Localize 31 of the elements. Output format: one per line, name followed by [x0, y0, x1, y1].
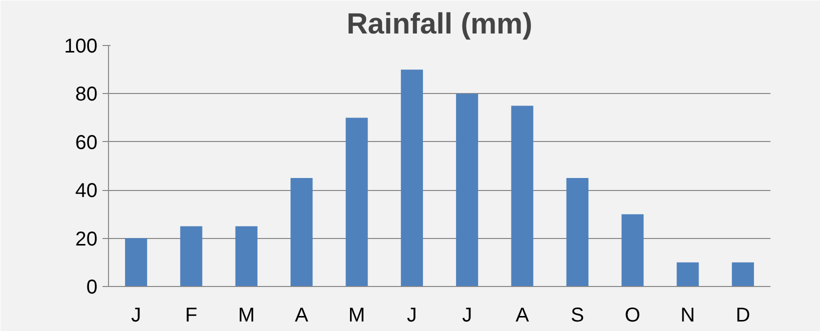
- y-tick-label: 0: [86, 276, 98, 298]
- x-tick-label: N: [680, 304, 695, 326]
- x-tick-label: J: [406, 304, 417, 326]
- x-tick-label: J: [131, 304, 142, 326]
- bar: [290, 178, 313, 286]
- x-tick-label: S: [570, 304, 584, 326]
- bar: [456, 94, 478, 286]
- y-tick-label: 40: [75, 180, 98, 202]
- bar: [622, 214, 644, 286]
- bar: [511, 106, 534, 286]
- y-tick-label: 100: [64, 36, 98, 58]
- x-tick-label: M: [348, 304, 366, 326]
- bar: [566, 178, 588, 286]
- bar: [732, 262, 754, 286]
- bar: [235, 226, 258, 286]
- x-tick-label: D: [736, 304, 750, 326]
- x-tick-label: A: [294, 304, 309, 326]
- y-tick-label: 60: [75, 132, 98, 154]
- bar: [125, 238, 148, 286]
- x-tick-label: F: [185, 304, 198, 326]
- bar: [400, 70, 423, 286]
- x-tick-label: J: [462, 304, 472, 326]
- y-tick-label: 80: [75, 84, 98, 106]
- bar: [180, 226, 202, 286]
- bar: [346, 118, 368, 286]
- y-tick-label: 20: [75, 228, 98, 250]
- bar: [676, 262, 699, 286]
- x-tick-label: M: [238, 304, 255, 326]
- chart-title: Rainfall (mm): [346, 8, 532, 40]
- x-tick-label: A: [516, 304, 530, 326]
- x-tick-label: O: [624, 304, 640, 326]
